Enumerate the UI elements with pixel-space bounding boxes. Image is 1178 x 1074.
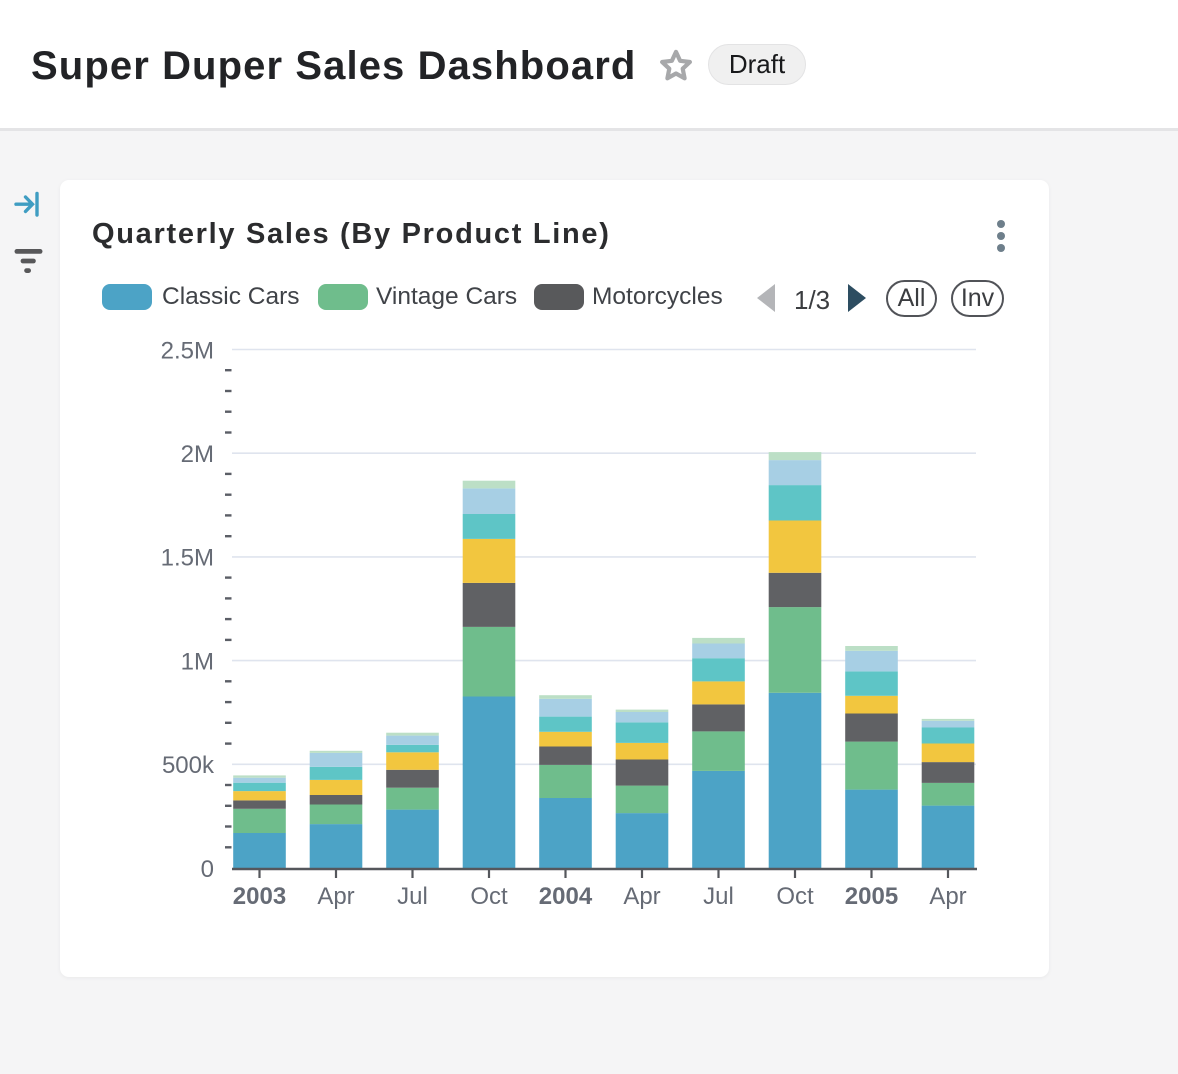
svg-text:Jul: Jul [703, 883, 734, 910]
svg-text:2004: 2004 [539, 883, 593, 910]
svg-text:2005: 2005 [845, 883, 898, 910]
svg-text:500k: 500k [162, 752, 215, 779]
svg-text:Apr: Apr [317, 883, 354, 910]
svg-text:Apr: Apr [623, 883, 660, 910]
svg-text:0: 0 [201, 856, 214, 883]
svg-text:2.5M: 2.5M [161, 337, 214, 364]
svg-text:2003: 2003 [233, 883, 286, 910]
svg-text:2M: 2M [181, 441, 214, 468]
svg-text:Oct: Oct [776, 883, 814, 910]
svg-text:Apr: Apr [929, 883, 966, 910]
svg-text:1.5M: 1.5M [161, 545, 214, 572]
svg-text:Oct: Oct [470, 883, 508, 910]
svg-text:Jul: Jul [397, 883, 428, 910]
svg-text:1M: 1M [181, 648, 214, 675]
